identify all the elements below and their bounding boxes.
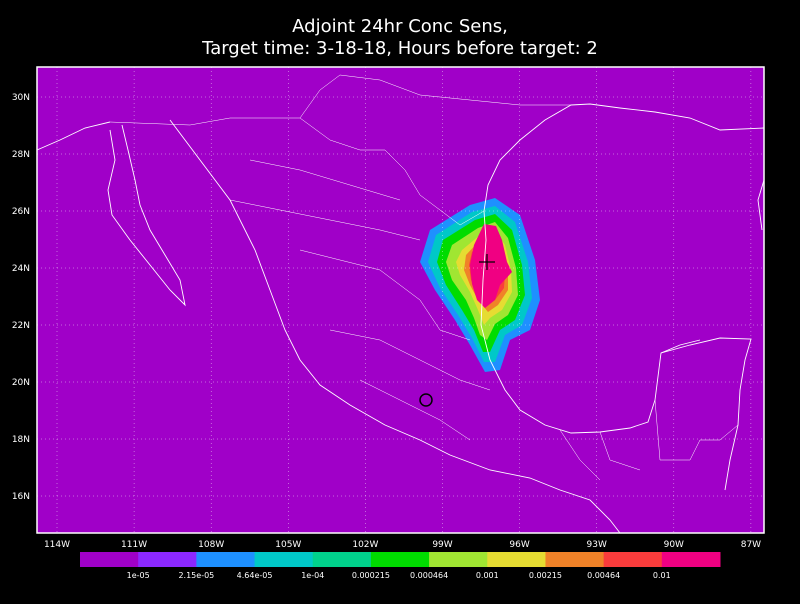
- colorbar-label: 1e-04: [301, 571, 324, 580]
- lon-label: 99W: [432, 540, 452, 550]
- title-line: Target time: 3-18-18, Hours before targe…: [201, 38, 598, 59]
- map-area: [37, 67, 764, 533]
- colorbar-label: 2.15e-05: [178, 571, 214, 580]
- colorbar-label: 1e-05: [127, 571, 150, 580]
- lon-label: 105W: [275, 540, 301, 550]
- colorbar: 1e-05 2.15e-05 4.64e-05 1e-04 0.000215 0.0004…: [80, 552, 721, 580]
- axis-labels: 114W 111W 108W 105W 102W 99W 96W 93W 90W 87W 30N 28…: [12, 93, 761, 550]
- lat-label: 24N: [12, 264, 30, 274]
- map-frame: [36, 66, 765, 534]
- lat-label: 22N: [12, 321, 30, 331]
- colorbar-label: 4.64e-05: [237, 571, 273, 580]
- colorbar-label: 0.000464: [410, 571, 448, 580]
- colorbar-swatch: [487, 552, 546, 567]
- colorbar-swatch: [196, 552, 256, 567]
- grid: [37, 67, 764, 533]
- colorbar-swatch: [370, 552, 430, 567]
- lon-label: 102W: [352, 540, 378, 550]
- lon-label: 114W: [44, 540, 70, 550]
- colorbar-swatch: [138, 552, 197, 567]
- lat-label: 18N: [12, 435, 30, 445]
- sensitivity-field: [420, 198, 540, 372]
- colorbar-label: 0.000215: [352, 571, 390, 580]
- lon-label: 87W: [741, 540, 761, 550]
- colorbar-label: 0.001: [476, 571, 499, 580]
- colorbar-swatch: [80, 552, 139, 567]
- lon-label: 96W: [509, 540, 529, 550]
- lon-label: 111W: [121, 540, 147, 550]
- title-line: Adjoint 24hr Conc Sens,: [292, 16, 508, 37]
- coastlines: [36, 103, 765, 534]
- colorbar-swatch: [312, 552, 372, 567]
- lon-label: 93W: [587, 540, 607, 550]
- lat-label: 16N: [12, 492, 30, 502]
- colorbar-swatch: [603, 552, 663, 567]
- colorbar-swatch: [661, 552, 721, 567]
- colorbar-swatch: [254, 552, 314, 567]
- lat-label: 28N: [12, 150, 30, 160]
- lat-label: 30N: [12, 93, 30, 103]
- contour-fill: [470, 224, 512, 308]
- colorbar-swatch: [545, 552, 605, 567]
- source-marker: [419, 393, 433, 407]
- lon-label: 90W: [664, 540, 684, 550]
- colorbar-label: 0.00215: [529, 571, 562, 580]
- colorbar-swatch: [429, 552, 488, 567]
- lat-label: 20N: [12, 378, 30, 388]
- lon-label: 108W: [198, 540, 224, 550]
- colorbar-label: 0.00464: [587, 571, 620, 580]
- lat-label: 26N: [12, 207, 30, 217]
- borders: [109, 74, 739, 481]
- colorbar-label: 0.01: [653, 571, 671, 580]
